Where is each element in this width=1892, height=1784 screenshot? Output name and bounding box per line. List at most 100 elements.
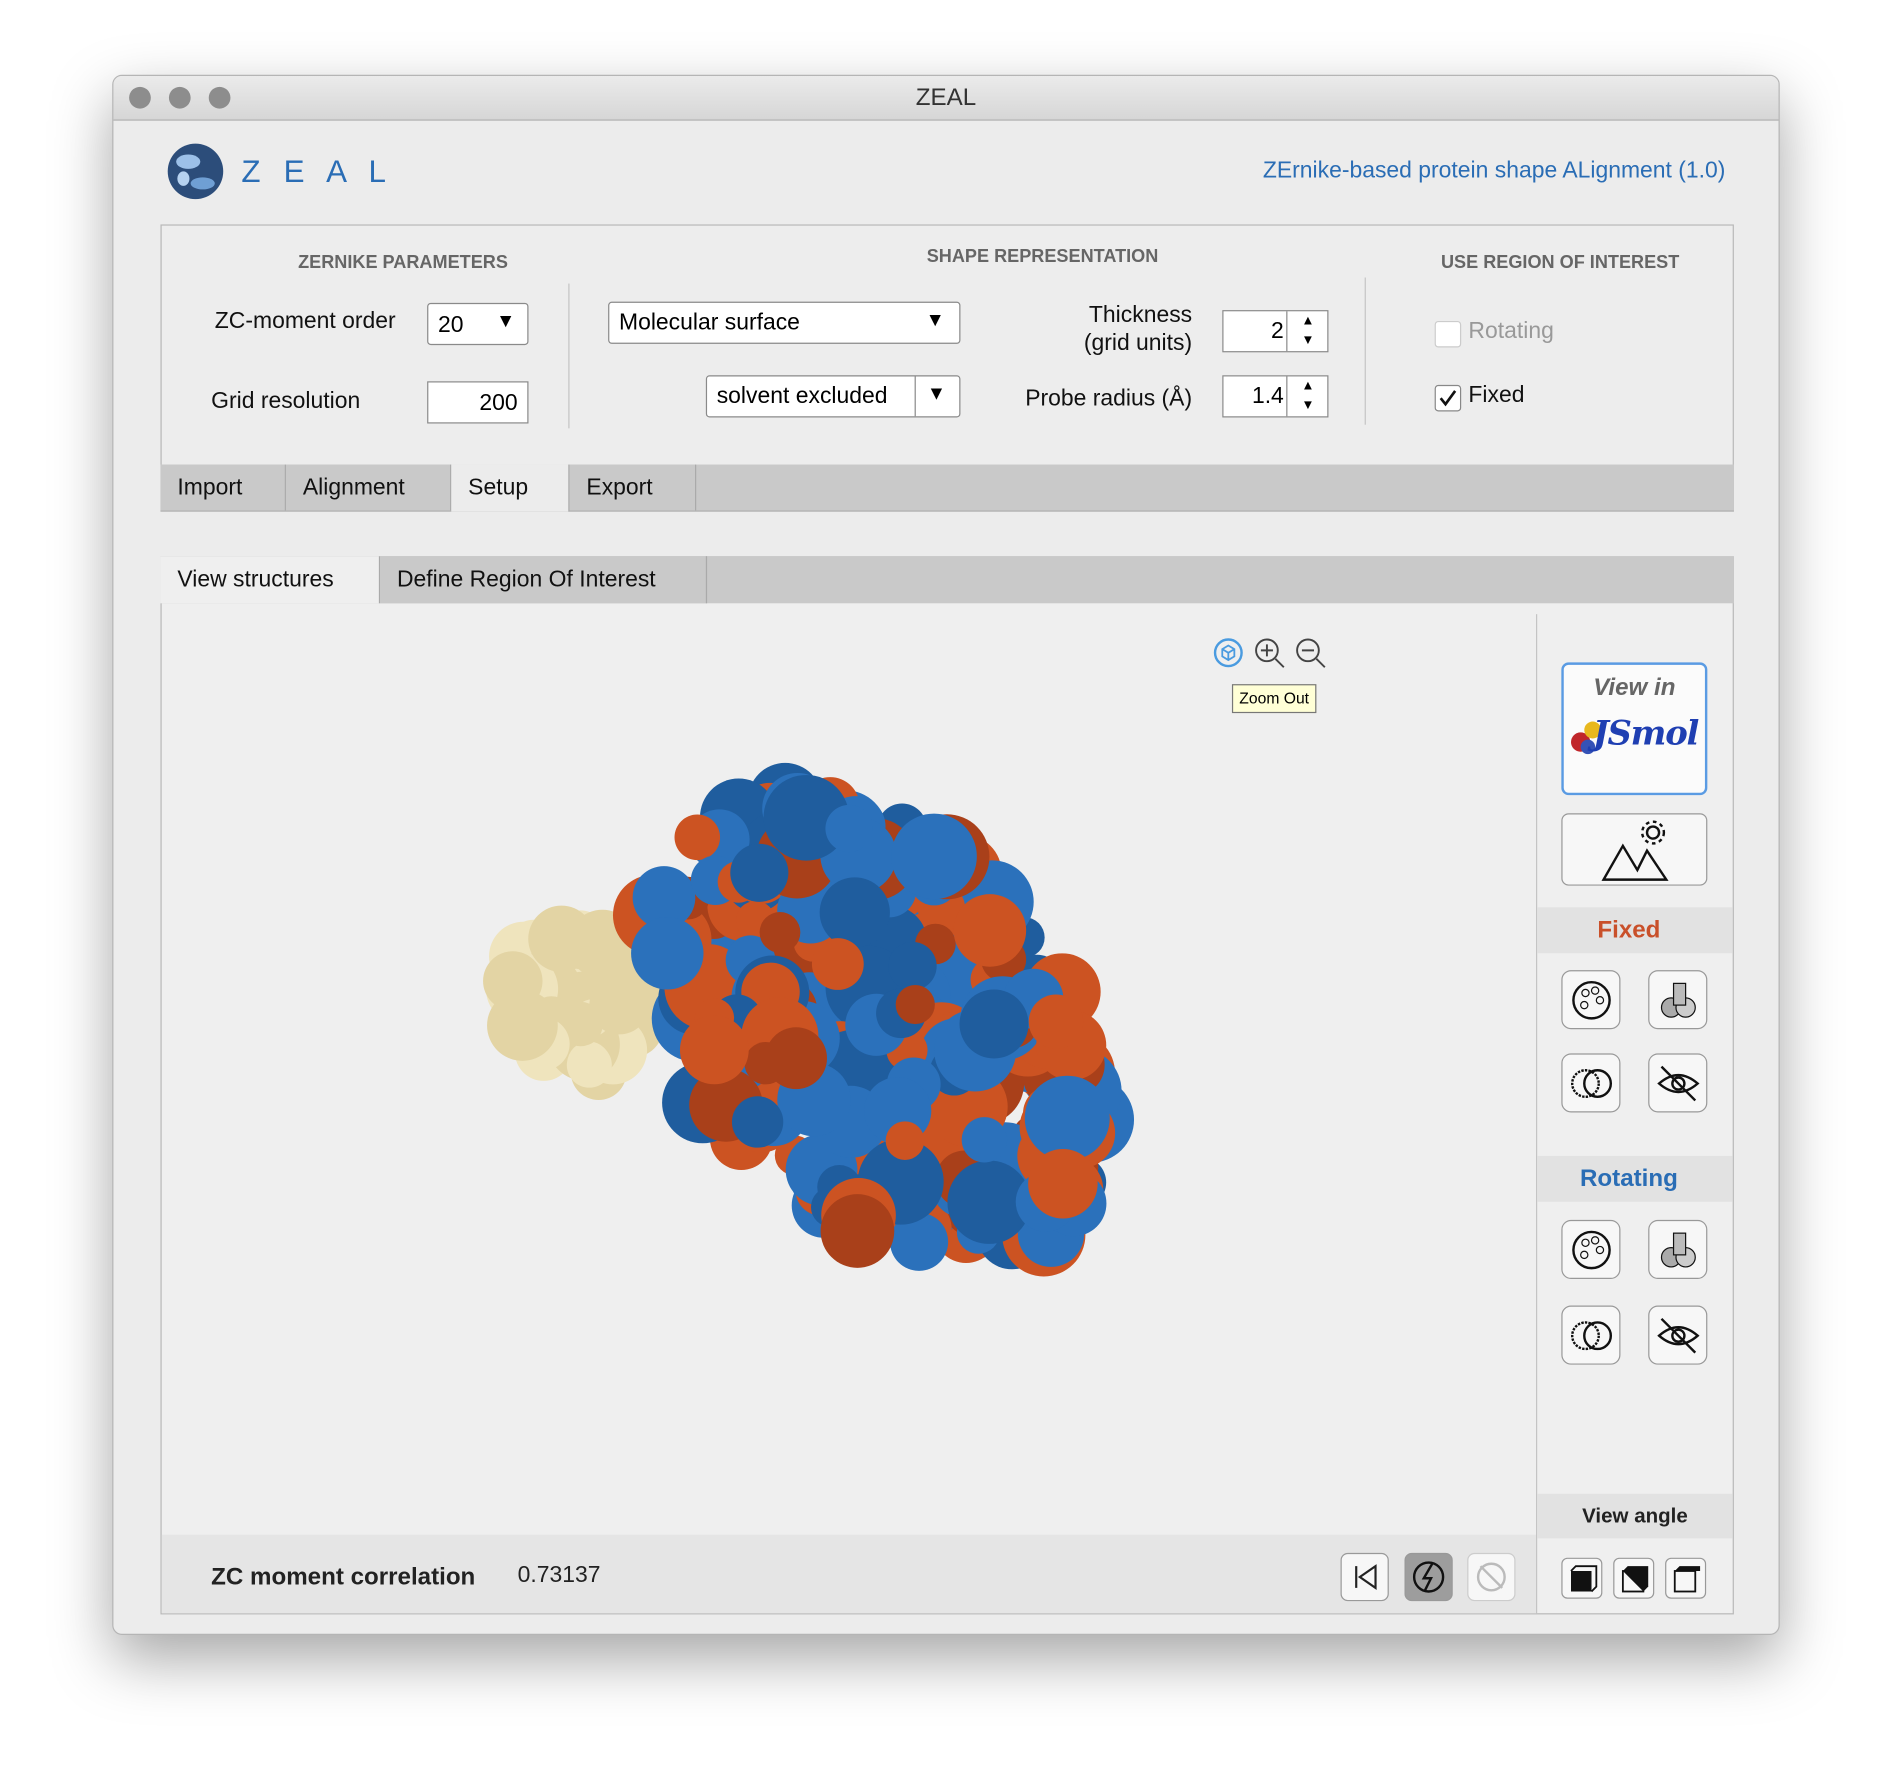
ligand-blob (528, 905, 595, 973)
footer-label: ZC moment correlation (211, 1563, 476, 1591)
protein-blob (888, 941, 937, 991)
tab[interactable]: Alignment (285, 464, 452, 511)
checkbox-label: Rotating (1468, 318, 1554, 344)
view-angle-button[interactable] (1665, 1557, 1707, 1599)
protein-blob (953, 894, 1027, 967)
protein-blob (730, 843, 789, 902)
section-heading: ZERNIKE PARAMETERS (298, 252, 508, 273)
dropdown-value: solvent excluded (716, 383, 888, 410)
close-button[interactable] (129, 86, 151, 109)
dropdown-value: 20 (437, 312, 464, 338)
minimize-button[interactable] (168, 86, 191, 109)
title-bar (113, 76, 1779, 121)
checkbox[interactable] (1434, 384, 1462, 412)
surface-dropdown[interactable]: Molecular surface ▼ (608, 301, 961, 344)
icon-button[interactable] (1561, 1219, 1621, 1279)
protein-blob (763, 774, 850, 861)
protein-blob (631, 917, 704, 990)
protein-blob (825, 804, 873, 853)
tooltip: Zoom Out (1231, 684, 1317, 714)
protein-blob (632, 866, 696, 929)
label: Grid resolution (211, 388, 361, 414)
label: Probe radius (Å) (1025, 386, 1193, 412)
divider (1364, 277, 1366, 425)
protein-blob (1028, 1148, 1098, 1219)
zoom-in-icon[interactable] (1252, 636, 1286, 670)
section-band (1537, 907, 1733, 954)
grid-input[interactable]: 200 (427, 381, 529, 424)
icon-button[interactable] (1648, 1053, 1708, 1113)
logo-text: Z E A L (241, 153, 394, 190)
label: Thickness (1088, 302, 1193, 329)
protein-blob (819, 877, 890, 948)
protein-blob (679, 1015, 749, 1085)
dropdown-value: Molecular surface (618, 310, 800, 336)
protein-blob (959, 989, 1029, 1059)
align-button[interactable] (1404, 1552, 1453, 1602)
logo-icon (167, 143, 224, 200)
checkbox-label: Fixed (1468, 382, 1525, 408)
view-angle-heading: View angle (1582, 1504, 1688, 1528)
icon-button[interactable] (1561, 1053, 1621, 1113)
protein-blob (765, 1027, 827, 1090)
tab[interactable]: Setup (451, 464, 570, 512)
view-angle-button[interactable] (1561, 1557, 1603, 1599)
subtitle: ZErnike-based protein shape ALignment (1… (1262, 158, 1726, 184)
ligand-blob (487, 990, 558, 1061)
protein-blob (731, 1096, 784, 1148)
rotating-heading: Rotating (1579, 1165, 1678, 1193)
protein-blob (890, 1212, 949, 1271)
rotate-icon[interactable] (1211, 636, 1245, 670)
protein-blob (961, 1117, 1008, 1163)
jsmol-balls (1570, 721, 1602, 755)
protein-blob (820, 1194, 895, 1268)
probe-spinner[interactable]: 1.4 ▲ ▼ (1222, 375, 1329, 418)
jsmol-button[interactable]: View in JSmol (1561, 662, 1708, 796)
fixed-heading: Fixed (1597, 917, 1661, 944)
order-dropdown[interactable]: 20 ▼ (427, 302, 529, 346)
subtab[interactable]: Define Region Of Interest (380, 556, 708, 604)
tab[interactable]: Import (160, 464, 286, 511)
section-heading: USE REGION OF INTEREST (1440, 252, 1680, 273)
protein-blob (885, 1121, 925, 1160)
window-title: ZEAL (915, 84, 977, 112)
checkbox[interactable] (1434, 320, 1462, 348)
protein-blob (947, 1160, 1031, 1244)
zoom-out-icon[interactable] (1293, 636, 1327, 670)
sidebar-divider (1536, 614, 1538, 1614)
divider (568, 283, 570, 429)
icon-button[interactable] (1648, 1305, 1708, 1365)
reset-button[interactable] (1340, 1552, 1389, 1602)
render-settings-button[interactable] (1561, 813, 1708, 886)
subtab[interactable]: View structures (160, 556, 381, 604)
tab[interactable]: Export (569, 464, 697, 511)
protein-blob (759, 912, 801, 953)
zoom-button[interactable] (208, 86, 231, 109)
parameters-panel (160, 224, 1734, 512)
icon-button[interactable] (1561, 970, 1621, 1030)
molecule-view (483, 762, 1135, 1277)
label: (grid units) (1083, 330, 1193, 356)
protein-blob (895, 984, 935, 1025)
protein-blob (674, 814, 721, 861)
spinner-value: 2 (1271, 318, 1284, 344)
spinner-value: 1.4 (1251, 383, 1284, 410)
thickness-spinner[interactable]: 2 ▲ ▼ (1222, 310, 1329, 353)
icon-button[interactable] (1561, 1305, 1621, 1365)
icon-button[interactable] (1648, 970, 1708, 1030)
disabled-button[interactable] (1467, 1552, 1516, 1602)
protein-blob (1028, 994, 1084, 1049)
label: ZC-moment order (214, 308, 396, 335)
footer-value: 0.73137 (517, 1562, 601, 1588)
protein-blob (1024, 1075, 1110, 1161)
icon-button[interactable] (1648, 1219, 1708, 1279)
mode-dropdown[interactable]: solvent excluded ▼ (705, 375, 961, 418)
view-angle-button[interactable] (1613, 1557, 1655, 1599)
protein-blob (891, 813, 977, 900)
section-band (1537, 1493, 1733, 1539)
jsmol-logo: JSmol (1592, 713, 1700, 753)
footer-bar (161, 1534, 1537, 1614)
section-band (1537, 1155, 1733, 1202)
button-label: View in (1593, 674, 1676, 702)
